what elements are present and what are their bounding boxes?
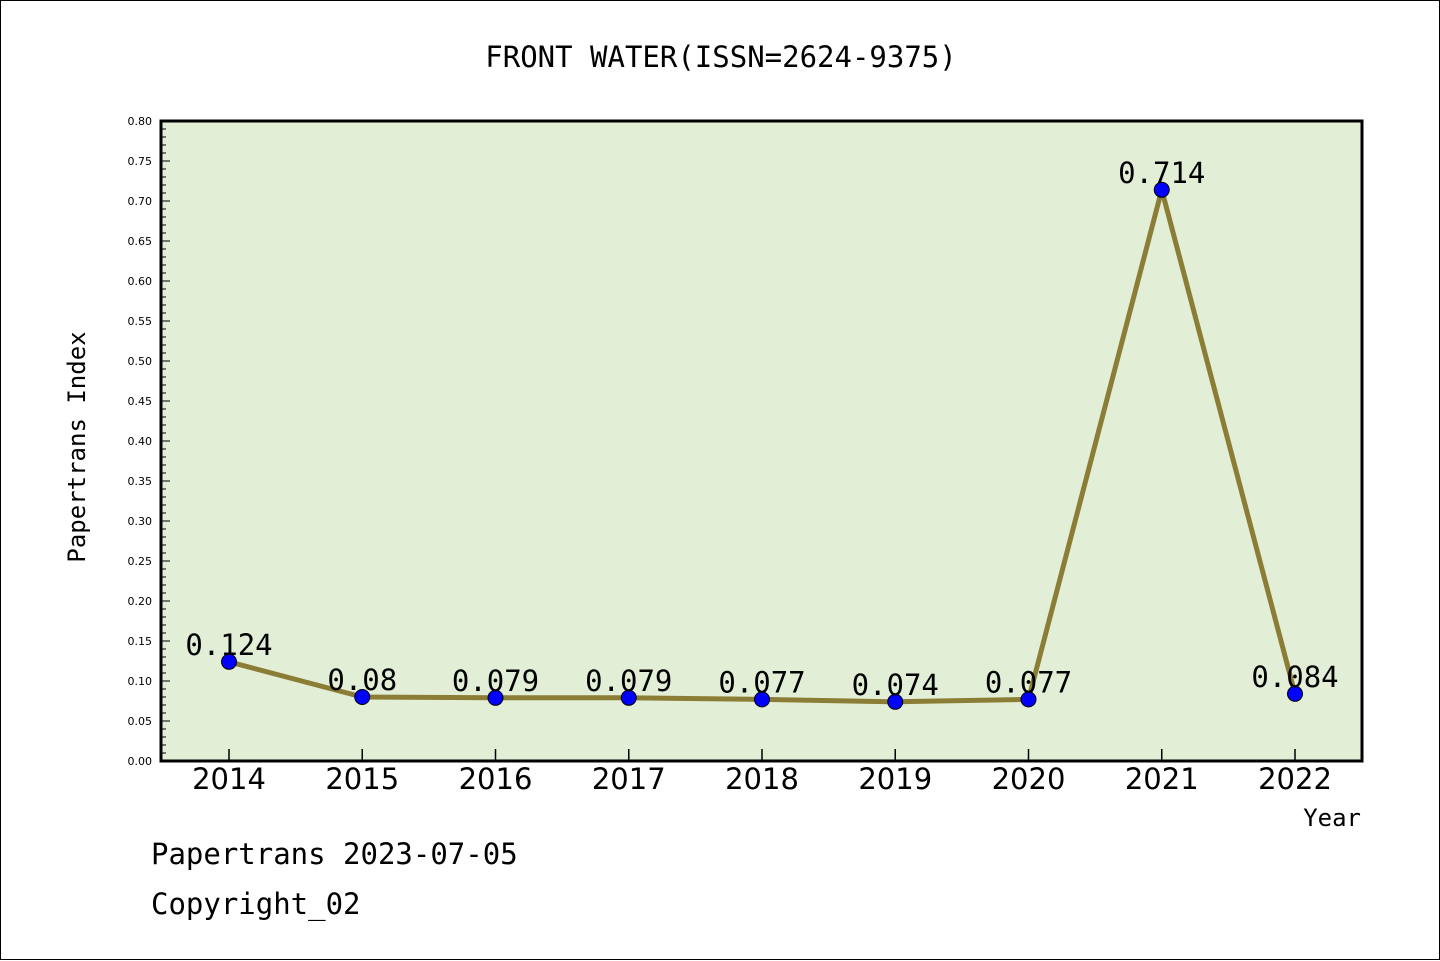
data-point-marker — [754, 691, 770, 708]
data-label: 0.079 — [452, 664, 539, 698]
x-tick-label: 2015 — [325, 762, 399, 796]
y-axis: 0.00 0.05 0.10 0.15 0.20 0.25 0.30 0.35 0.40 0.45… — [128, 115, 170, 768]
data-point-marker — [1020, 691, 1037, 708]
x-tick-label: 2022 — [1258, 762, 1332, 796]
data-label: 0.074 — [852, 668, 939, 702]
x-tick-label: 2020 — [992, 762, 1066, 796]
x-tick-label: 2019 — [858, 762, 932, 796]
data-point-marker — [1287, 685, 1303, 702]
data-label: 0.124 — [185, 628, 272, 662]
x-tick-label: 2017 — [592, 762, 666, 796]
y-tick-label: 0.70 — [128, 195, 153, 208]
y-tick-label: 0.00 — [128, 755, 153, 768]
data-point-marker — [620, 689, 637, 706]
y-tick-label: 0.25 — [128, 555, 153, 568]
x-tick-label: 2014 — [192, 762, 266, 796]
y-tick-label: 0.80 — [128, 115, 153, 128]
data-point-marker — [354, 689, 371, 705]
y-tick-label: 0.05 — [128, 715, 153, 728]
data-label: 0.084 — [1251, 660, 1338, 694]
y-tick-label: 0.45 — [128, 395, 153, 408]
x-tick-label: 2016 — [459, 762, 533, 796]
y-tick-label: 0.10 — [128, 675, 153, 688]
data-label: 0.08 — [327, 663, 397, 697]
y-axis-label: Papertrans Index — [63, 331, 91, 562]
data-point-marker — [1153, 181, 1170, 198]
y-tick-label: 0.75 — [128, 155, 153, 168]
data-label: 0.079 — [585, 664, 672, 698]
data-point-marker — [887, 693, 904, 710]
y-tick-label: 0.40 — [128, 435, 153, 448]
y-tick-label: 0.35 — [128, 475, 153, 488]
y-tick-label: 0.60 — [128, 275, 153, 288]
plot-area — [159, 119, 1364, 763]
footer-copyright: Copyright_02 — [151, 887, 361, 921]
x-axis: 2014 2015 2016 2017 2018 2019 2020 2021 2022 — [192, 749, 1332, 796]
data-label: 0.077 — [985, 665, 1072, 699]
data-labels: 0.124 0.08 0.079 0.079 0.077 0.074 0.077 0.714 0… — [185, 156, 1338, 702]
y-tick-label: 0.50 — [128, 355, 153, 368]
x-tick-label: 2018 — [725, 762, 799, 796]
data-point-marker — [487, 689, 504, 706]
y-tick-label: 0.65 — [128, 235, 153, 248]
data-label: 0.077 — [718, 665, 805, 699]
series-line-group — [221, 181, 1303, 710]
x-tick-label: 2021 — [1125, 762, 1199, 796]
y-tick-label: 0.55 — [128, 315, 153, 328]
chart-title: FRONT WATER(ISSN=2624-9375) — [485, 40, 956, 74]
x-axis-label: Year — [1303, 804, 1361, 832]
y-tick-label: 0.15 — [128, 635, 153, 648]
data-label: 0.714 — [1118, 156, 1205, 190]
footer-date: Papertrans 2023-07-05 — [151, 837, 518, 871]
y-tick-label: 0.30 — [128, 515, 153, 528]
y-tick-label: 0.20 — [128, 595, 153, 608]
data-point-marker — [221, 653, 237, 670]
